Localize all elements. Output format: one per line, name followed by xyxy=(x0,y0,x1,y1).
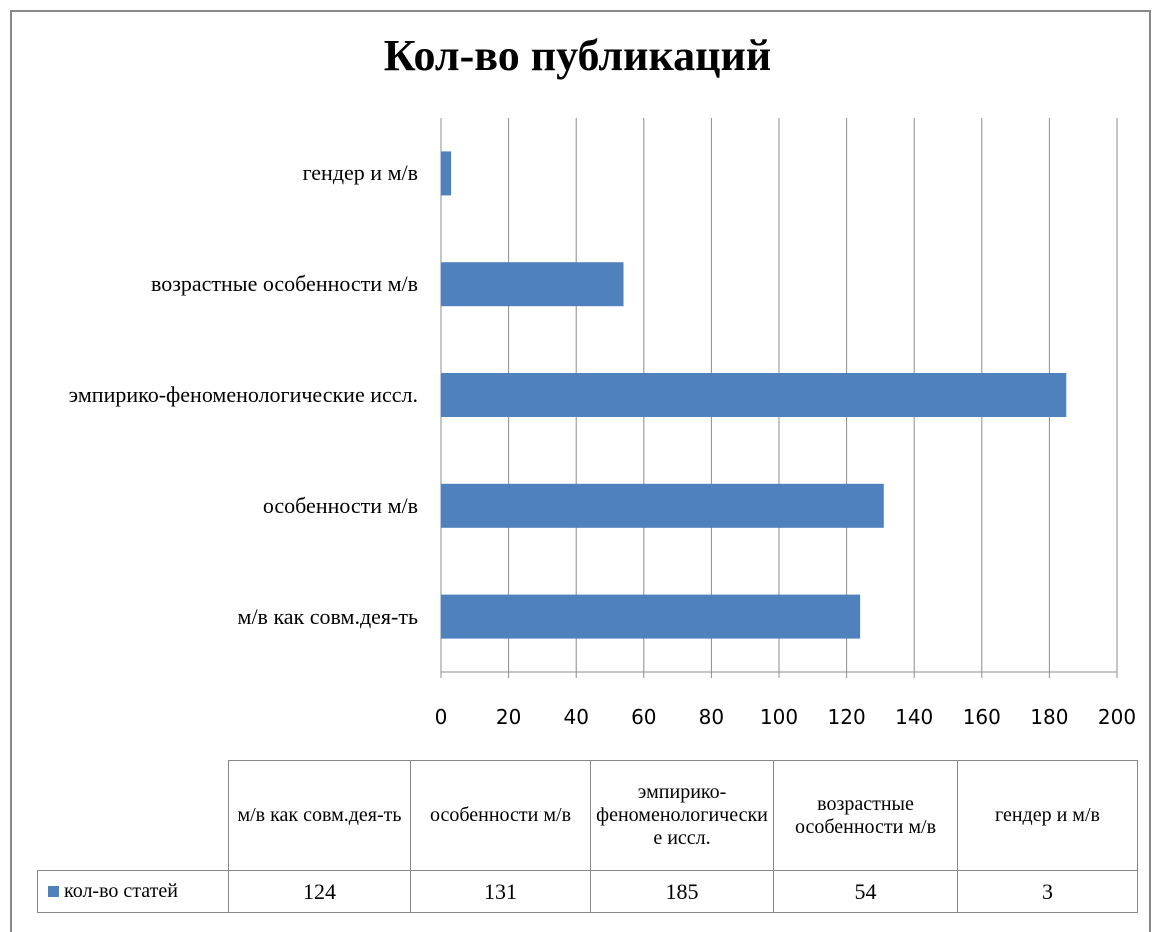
bar xyxy=(441,262,624,307)
x-tick-label: 160 xyxy=(963,705,1001,729)
table-value: 124 xyxy=(228,870,411,913)
x-tick-label: 140 xyxy=(895,705,933,729)
y-tick-label: эмпирико-феноменологические иссл. xyxy=(68,382,418,407)
legend-label: кол-во статей xyxy=(64,880,178,902)
y-tick-label: гендер и м/в xyxy=(302,160,418,186)
x-tick-label: 80 xyxy=(699,705,724,729)
chart-title: Кол-во публикаций xyxy=(383,31,772,80)
x-tick-label: 200 xyxy=(1098,705,1136,729)
y-tick-label: особенности м/в xyxy=(262,492,418,518)
chart-frame xyxy=(10,10,1151,932)
table-legend: кол-во статей xyxy=(37,870,229,913)
table-value: 3 xyxy=(957,870,1138,913)
y-tick-label: м/в как совм.дея-ть xyxy=(237,603,418,629)
table-value: 54 xyxy=(773,870,958,913)
data-table: м/в как совм.дея-ть особенности м/в эмпири… xyxy=(37,760,1138,913)
table-value: 185 xyxy=(590,870,774,913)
bar xyxy=(441,594,861,639)
legend-swatch xyxy=(48,886,59,897)
bar xyxy=(441,373,1067,417)
x-tick-label: 60 xyxy=(631,705,656,729)
table-value: 131 xyxy=(410,870,591,913)
y-tick-label: возрастные особенности м/в xyxy=(150,271,418,297)
table-header: эмпирико-феноменологические иссл. xyxy=(590,760,774,871)
table-corner xyxy=(37,760,229,871)
table-header: особенности м/в xyxy=(410,760,591,871)
x-tick-label: 180 xyxy=(1030,705,1068,729)
table-header-row: м/в как совм.дея-ть особенности м/в эмпири… xyxy=(37,760,1138,871)
bar xyxy=(441,483,884,528)
table-header: возрастные особенности м/в xyxy=(773,760,958,871)
x-tick-label: 120 xyxy=(828,705,866,729)
table-header: м/в как совм.дея-ть xyxy=(228,760,411,871)
x-tick-label: 40 xyxy=(563,705,588,729)
table-header: гендер и м/в xyxy=(957,760,1138,871)
x-tick-label: 100 xyxy=(760,705,798,729)
x-tick-label: 0 xyxy=(435,705,448,729)
x-tick-label: 20 xyxy=(496,705,521,729)
table-row: кол-во статей 124 131 185 54 3 xyxy=(37,870,1138,913)
bar xyxy=(441,151,452,196)
